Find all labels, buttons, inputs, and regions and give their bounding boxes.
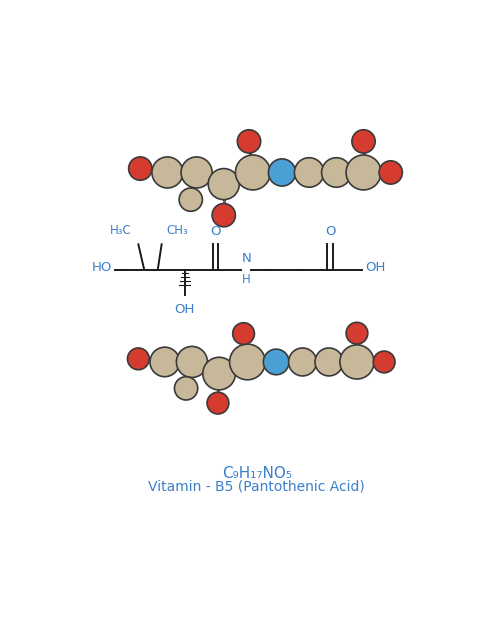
Circle shape xyxy=(176,346,207,377)
Circle shape xyxy=(207,393,229,414)
Circle shape xyxy=(208,168,239,200)
Circle shape xyxy=(315,348,343,376)
Text: O: O xyxy=(211,225,221,239)
Text: CH₃: CH₃ xyxy=(166,224,188,237)
Text: OH: OH xyxy=(366,261,386,274)
Circle shape xyxy=(237,130,261,153)
Circle shape xyxy=(295,158,324,187)
Circle shape xyxy=(352,130,375,153)
Circle shape xyxy=(229,344,266,380)
Circle shape xyxy=(203,357,235,390)
Text: H: H xyxy=(242,274,250,287)
Text: O: O xyxy=(325,225,336,239)
Circle shape xyxy=(346,322,368,344)
Circle shape xyxy=(322,158,351,187)
Circle shape xyxy=(346,155,381,190)
Text: OH: OH xyxy=(175,302,195,316)
Circle shape xyxy=(289,348,317,376)
Circle shape xyxy=(129,157,152,180)
Circle shape xyxy=(269,159,296,186)
Text: H₃C: H₃C xyxy=(110,224,131,237)
Circle shape xyxy=(127,348,149,370)
Circle shape xyxy=(174,377,198,400)
Circle shape xyxy=(212,203,235,227)
Circle shape xyxy=(340,345,374,379)
Circle shape xyxy=(235,155,271,190)
Circle shape xyxy=(150,347,179,377)
Circle shape xyxy=(152,157,183,188)
Circle shape xyxy=(179,188,202,212)
Text: N: N xyxy=(241,252,251,265)
Text: C₉H₁₇NO₅: C₉H₁₇NO₅ xyxy=(222,466,292,481)
Circle shape xyxy=(264,349,289,375)
Circle shape xyxy=(379,161,402,184)
Text: HO: HO xyxy=(92,261,112,274)
Circle shape xyxy=(232,323,255,344)
Text: Vitamin - B5 (Pantothenic Acid): Vitamin - B5 (Pantothenic Acid) xyxy=(148,480,365,494)
Circle shape xyxy=(181,157,212,188)
Circle shape xyxy=(373,351,395,373)
